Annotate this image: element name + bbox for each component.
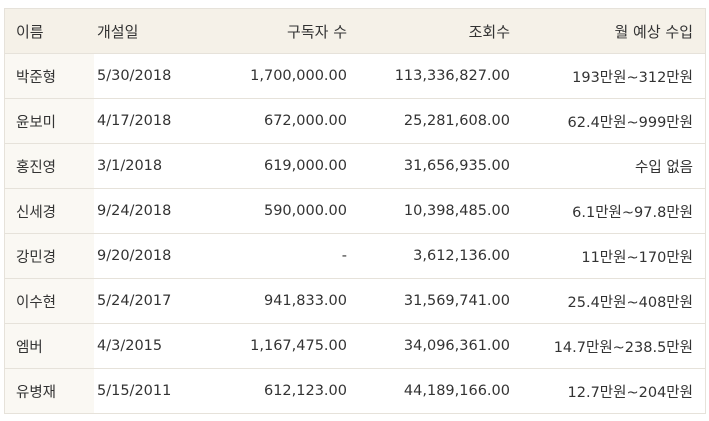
cell-subscribers: 672,000.00 — [197, 98, 347, 144]
cell-subscribers: 1,167,475.00 — [197, 323, 347, 369]
column-header-name: 이름 — [5, 8, 94, 54]
table-header: 이름 개설일 구독자 수 조회수 월 예상 수입 — [5, 8, 705, 54]
cell-views: 44,189,166.00 — [347, 368, 510, 414]
cell-name: 신세경 — [5, 188, 94, 234]
cell-opened: 9/24/2018 — [94, 188, 197, 234]
cell-name: 엠버 — [5, 323, 94, 369]
table-row: 신세경 9/24/2018 590,000.00 10,398,485.00 6… — [5, 188, 705, 234]
cell-name: 유병재 — [5, 368, 94, 414]
table-row: 이수현 5/24/2017 941,833.00 31,569,741.00 2… — [5, 278, 705, 324]
table-row: 홍진영 3/1/2018 619,000.00 31,656,935.00 수입… — [5, 143, 705, 189]
cell-views: 31,569,741.00 — [347, 278, 510, 324]
cell-opened: 9/20/2018 — [94, 233, 197, 279]
cell-income: 193만원~312만원 — [510, 53, 705, 99]
cell-opened: 4/3/2015 — [94, 323, 197, 369]
table-row: 엠버 4/3/2015 1,167,475.00 34,096,361.00 1… — [5, 323, 705, 369]
cell-income: 11만원~170만원 — [510, 233, 705, 279]
cell-opened: 5/15/2011 — [94, 368, 197, 414]
cell-views: 3,612,136.00 — [347, 233, 510, 279]
column-header-income: 월 예상 수입 — [510, 8, 705, 54]
cell-income: 12.7만원~204만원 — [510, 368, 705, 414]
cell-subscribers: 619,000.00 — [197, 143, 347, 189]
cell-name: 강민경 — [5, 233, 94, 279]
cell-views: 113,336,827.00 — [347, 53, 510, 99]
cell-opened: 5/30/2018 — [94, 53, 197, 99]
cell-views: 25,281,608.00 — [347, 98, 510, 144]
cell-name: 홍진영 — [5, 143, 94, 189]
column-header-views: 조회수 — [347, 8, 510, 54]
cell-income: 25.4만원~408만원 — [510, 278, 705, 324]
cell-opened: 5/24/2017 — [94, 278, 197, 324]
channel-table-container: 이름 개설일 구독자 수 조회수 월 예상 수입 박준형 5/30/2018 1… — [4, 8, 706, 414]
cell-name: 이수현 — [5, 278, 94, 324]
table-row: 유병재 5/15/2011 612,123.00 44,189,166.00 1… — [5, 368, 705, 414]
column-header-opened: 개설일 — [94, 8, 197, 54]
cell-name: 박준형 — [5, 53, 94, 99]
channel-table: 이름 개설일 구독자 수 조회수 월 예상 수입 박준형 5/30/2018 1… — [5, 8, 705, 414]
header-row: 이름 개설일 구독자 수 조회수 월 예상 수입 — [5, 8, 705, 54]
cell-subscribers: 941,833.00 — [197, 278, 347, 324]
table-row: 윤보미 4/17/2018 672,000.00 25,281,608.00 6… — [5, 98, 705, 144]
cell-income: 6.1만원~97.8만원 — [510, 188, 705, 234]
cell-opened: 3/1/2018 — [94, 143, 197, 189]
cell-income: 수입 없음 — [510, 143, 705, 189]
column-header-subscribers: 구독자 수 — [197, 8, 347, 54]
cell-subscribers: 612,123.00 — [197, 368, 347, 414]
cell-opened: 4/17/2018 — [94, 98, 197, 144]
cell-subscribers: - — [197, 233, 347, 279]
table-body: 박준형 5/30/2018 1,700,000.00 113,336,827.0… — [5, 53, 705, 414]
cell-income: 62.4만원~999만원 — [510, 98, 705, 144]
table-row: 박준형 5/30/2018 1,700,000.00 113,336,827.0… — [5, 53, 705, 99]
cell-views: 34,096,361.00 — [347, 323, 510, 369]
cell-views: 10,398,485.00 — [347, 188, 510, 234]
cell-subscribers: 1,700,000.00 — [197, 53, 347, 99]
cell-income: 14.7만원~238.5만원 — [510, 323, 705, 369]
table-row: 강민경 9/20/2018 - 3,612,136.00 11만원~170만원 — [5, 233, 705, 279]
cell-subscribers: 590,000.00 — [197, 188, 347, 234]
cell-views: 31,656,935.00 — [347, 143, 510, 189]
cell-name: 윤보미 — [5, 98, 94, 144]
